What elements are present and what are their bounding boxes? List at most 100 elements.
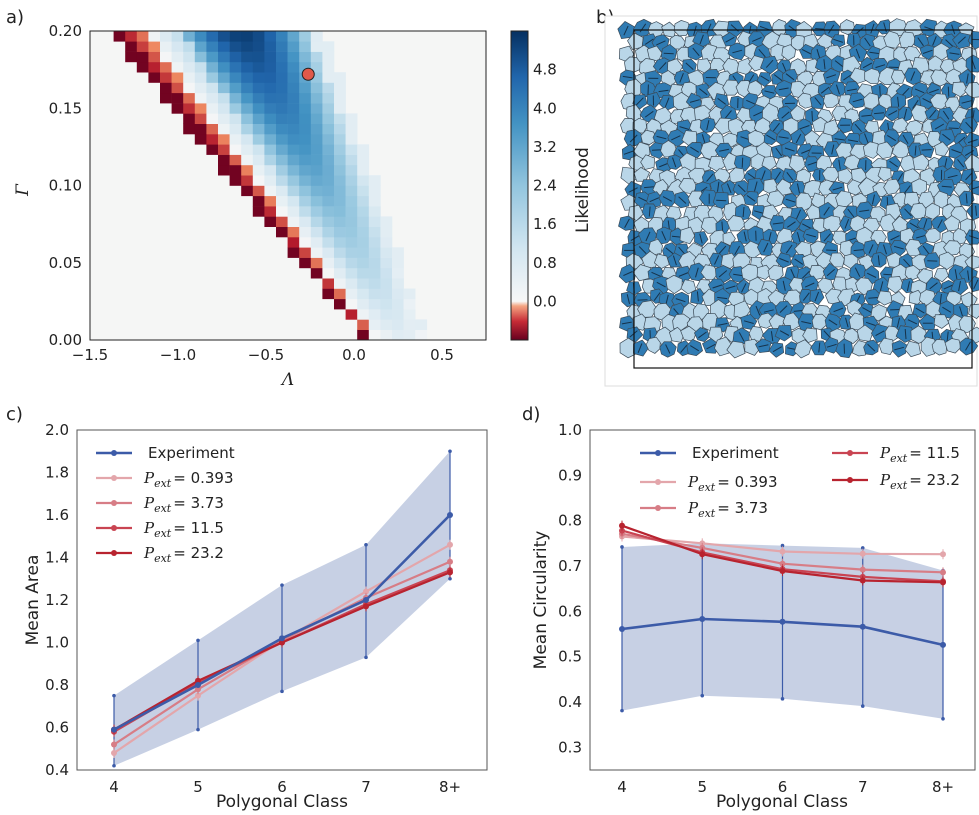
cell-division-line — [785, 198, 796, 203]
cell-division-line — [772, 122, 780, 132]
tissue-cell — [627, 204, 645, 222]
heatmap-cell — [334, 164, 346, 176]
cell-division-line — [675, 298, 686, 303]
heatmap-cell — [322, 51, 335, 63]
heatmap-cell — [229, 31, 242, 42]
cell-division-line — [864, 37, 871, 47]
data-point[interactable] — [279, 635, 285, 642]
heatmap-cell — [252, 195, 265, 207]
data-point[interactable] — [859, 623, 866, 630]
cell-division-line — [645, 231, 651, 242]
heatmap-cell — [171, 61, 184, 73]
heatmap-cell — [136, 51, 149, 63]
tissue-cell — [876, 290, 894, 306]
data-point[interactable] — [779, 618, 786, 625]
heatmap-cell — [206, 82, 219, 94]
heatmap-cell — [322, 72, 335, 83]
heatmap-cell — [276, 206, 288, 217]
heatmap-cell — [276, 216, 288, 227]
data-point[interactable] — [111, 726, 117, 733]
heatmap-cell — [148, 51, 161, 63]
tissue-cell — [883, 178, 901, 195]
legend-value: = 0.393 — [717, 473, 777, 491]
heatmap-cell — [299, 226, 312, 238]
data-point[interactable] — [195, 682, 201, 688]
cell-division-line — [672, 157, 677, 168]
heatmap-cell — [310, 113, 323, 124]
heatmap-cell — [322, 288, 335, 300]
cell-division-line — [786, 171, 794, 181]
heatmap-cells — [113, 31, 428, 341]
cell-division-line — [658, 89, 669, 93]
mean-area-series — [111, 449, 453, 768]
data-point[interactable] — [447, 512, 453, 518]
cell-division-line — [782, 280, 786, 291]
heatmap-cell — [218, 41, 230, 52]
heatmap-cell — [276, 72, 288, 83]
tissue-cell — [924, 228, 941, 243]
cell-division-line — [741, 157, 744, 168]
heatmap-cell — [380, 288, 393, 300]
heatmap-cell — [125, 41, 138, 52]
heatmap-cell — [310, 31, 323, 42]
optimum-marker[interactable] — [301, 67, 315, 81]
cell-division-line — [957, 159, 965, 168]
heatmap-cell — [380, 216, 393, 227]
heatmap-cell — [229, 82, 242, 94]
y-tick-label: 0.7 — [558, 557, 582, 575]
heatmap-cell — [229, 164, 242, 176]
heatmap-cell — [276, 92, 288, 104]
cell-division-line — [680, 344, 688, 353]
cell-division-line — [690, 146, 700, 153]
heatmap-cell — [415, 329, 428, 341]
heatmap-y-tick: 0.15 — [49, 99, 82, 117]
heatmap-cell — [334, 237, 346, 248]
y-tick-label: 1.2 — [45, 591, 69, 609]
cell-division-line — [811, 110, 813, 122]
error-bar-cap — [364, 655, 368, 660]
heatmap-x-tick: −0.5 — [248, 346, 284, 364]
heatmap-cell — [368, 309, 381, 320]
legend-marker — [847, 477, 853, 483]
heatmap-cell — [241, 61, 254, 73]
heatmap-cell — [368, 247, 381, 258]
heatmap-cell — [345, 134, 358, 145]
heatmap-cell — [160, 82, 172, 94]
cell-division-line — [906, 281, 910, 292]
heatmap-cell — [380, 247, 393, 258]
cell-division-line — [752, 36, 762, 42]
cell-division-line — [937, 219, 943, 229]
cell-division-line — [661, 230, 667, 241]
tissue-cell — [669, 34, 687, 50]
heatmap-cell — [287, 31, 300, 42]
heatmap-cell — [287, 123, 300, 135]
heatmap-cell — [171, 31, 184, 42]
data-point[interactable] — [363, 597, 369, 603]
heatmap-cell — [252, 175, 265, 186]
heatmap-cell — [252, 82, 265, 94]
heatmap-cell — [322, 267, 335, 279]
data-point[interactable] — [619, 626, 625, 633]
heatmap-cell — [334, 175, 346, 186]
tissue-cell — [870, 103, 887, 121]
cell-division-line — [664, 97, 670, 108]
data-point[interactable] — [699, 616, 706, 623]
cell-division-line — [761, 170, 766, 180]
cell-division-line — [965, 193, 968, 204]
heatmap-cell — [229, 92, 242, 104]
mean-circularity-series — [619, 520, 946, 721]
cell-division-line — [732, 49, 743, 54]
cell-division-line — [638, 196, 648, 203]
heatmap-cell — [287, 82, 300, 94]
heatmap-cell — [218, 61, 230, 73]
cell-division-line — [826, 268, 836, 277]
cell-division-line — [968, 235, 979, 240]
tissue-cell — [933, 314, 950, 329]
heatmap-cell — [160, 72, 172, 83]
cell-division-line — [843, 74, 852, 81]
data-point[interactable] — [940, 641, 946, 648]
legend-marker — [655, 505, 661, 511]
cell-division-line — [915, 307, 925, 314]
cell-division-line — [949, 52, 960, 55]
heatmap-cell — [194, 51, 207, 63]
